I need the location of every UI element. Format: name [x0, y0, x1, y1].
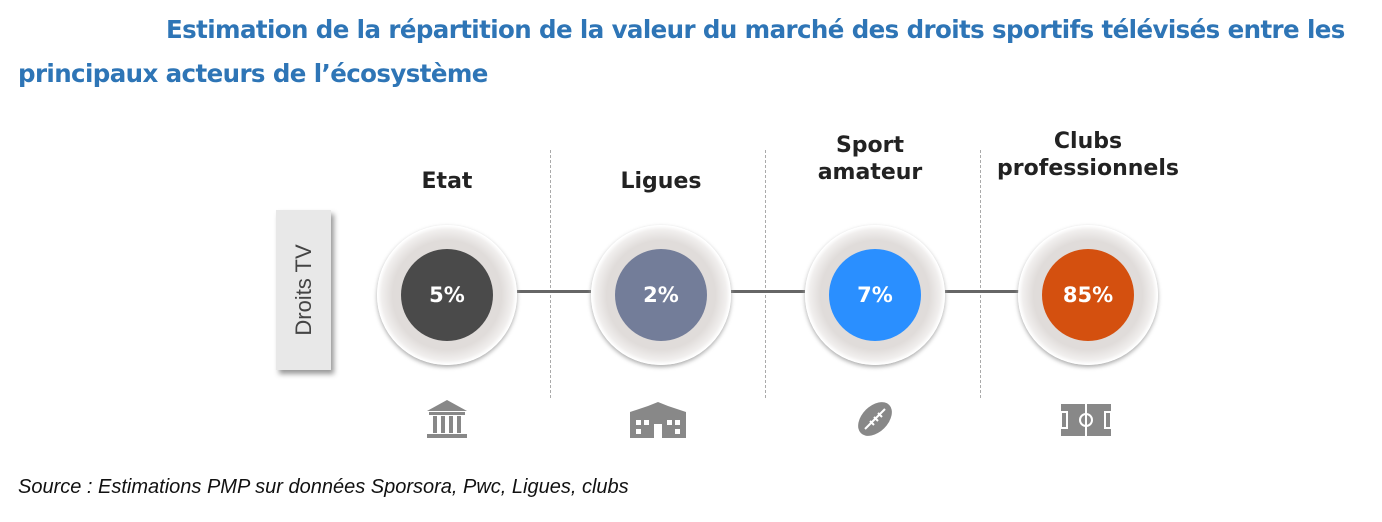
rugby-ball-icon [858, 402, 892, 436]
share-value: 7% [829, 249, 921, 341]
share-circle-clubs: 85% [1018, 225, 1158, 365]
row-label-text: Droits TV [290, 244, 316, 336]
source-note: Source : Estimations PMP sur données Spo… [18, 476, 629, 498]
divider [550, 150, 551, 398]
share-value: 2% [615, 249, 707, 341]
connector [731, 290, 805, 293]
stadium-building-icon [630, 402, 686, 438]
share-circle-ligues: 2% [591, 225, 731, 365]
share-value: 85% [1042, 249, 1134, 341]
actor-name: Etat [421, 169, 473, 194]
page-title: Estimation de la répartition de la valeu… [18, 15, 1345, 88]
actor-name: Sport amateur [817, 133, 923, 185]
row-label: Droits TV [276, 210, 331, 370]
football-pitch-icon [1060, 404, 1112, 436]
bank-building-icon [427, 400, 467, 438]
actor-name: Ligues [620, 169, 702, 194]
divider [765, 150, 766, 398]
actor-name: Clubs professionnels [997, 129, 1179, 181]
share-circle-etat: 5% [377, 225, 517, 365]
connector [945, 290, 1019, 293]
divider [980, 150, 981, 398]
share-value: 5% [401, 249, 493, 341]
share-circle-sport-amateur: 7% [805, 225, 945, 365]
connector [517, 290, 591, 293]
